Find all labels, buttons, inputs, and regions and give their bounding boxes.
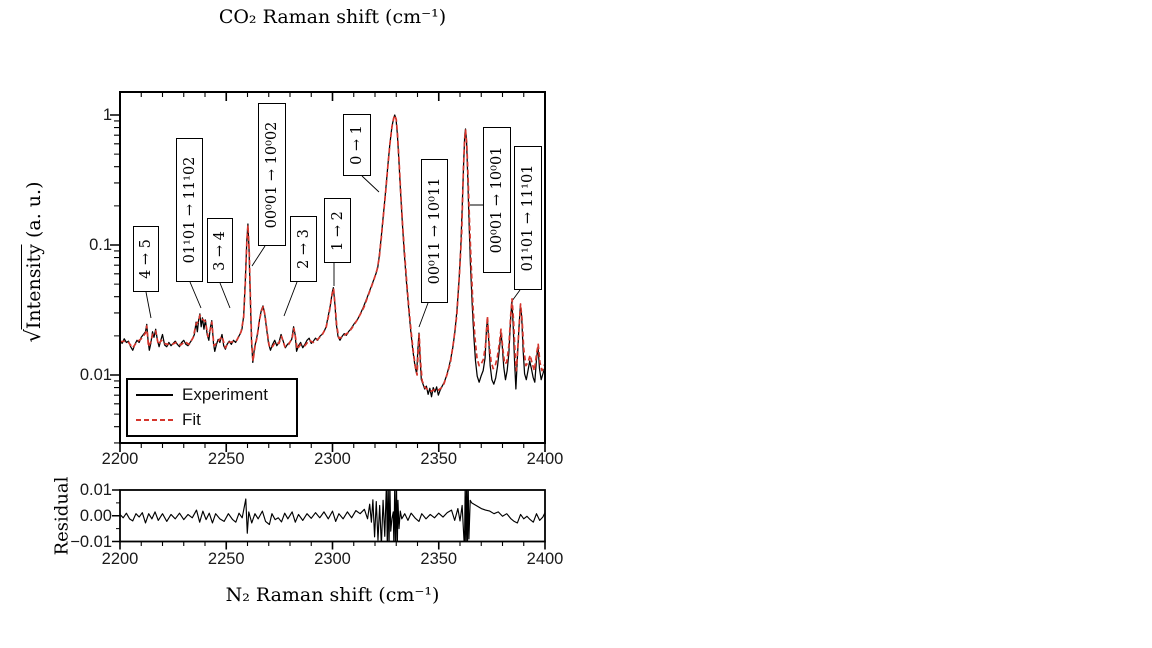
figure-canvas: CO₂ Raman shift (cm⁻¹) √Intensity (a. u.… — [21, 6, 564, 606]
spectra-chart — [110, 91, 546, 550]
